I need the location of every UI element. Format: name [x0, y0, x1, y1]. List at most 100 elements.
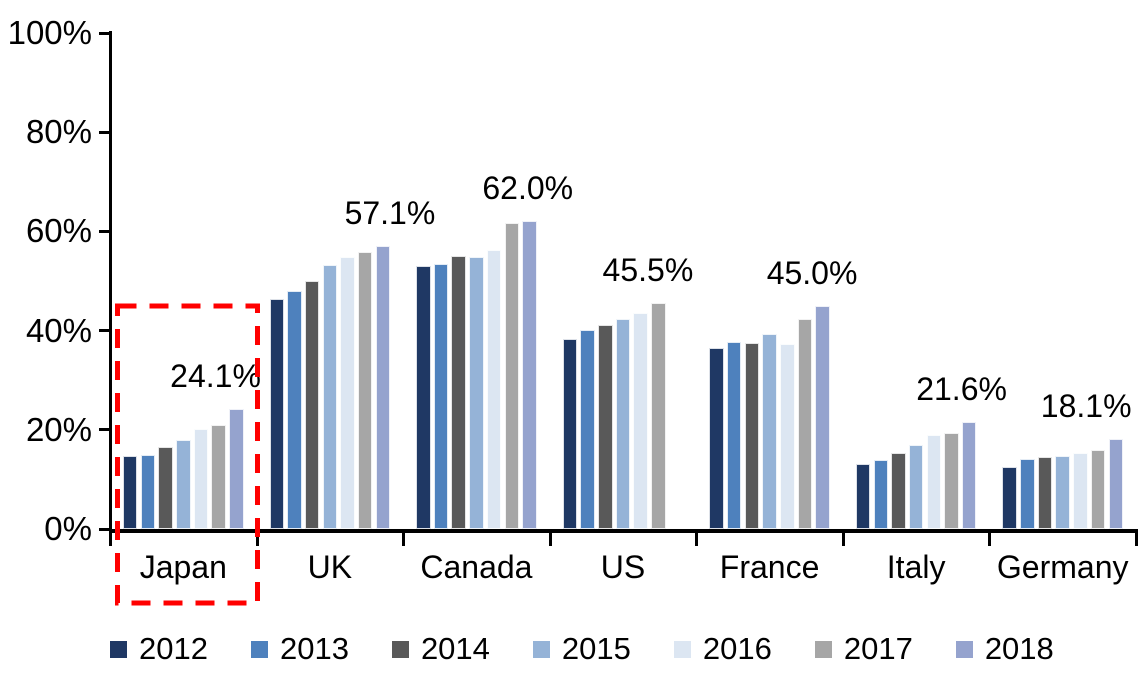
- data-label-us: 45.5%: [602, 252, 694, 289]
- bar-group-canada: [403, 33, 550, 529]
- bar-2014-germany: [1037, 457, 1053, 529]
- bar-2014-france: [744, 342, 760, 529]
- y-tick-mark: [99, 31, 111, 35]
- legend-item-2012: 2012: [110, 632, 208, 666]
- data-label-germany: 18.1%: [1040, 388, 1132, 425]
- bar-group-france: [696, 33, 843, 529]
- y-tick-label: 60%: [25, 212, 92, 250]
- bar-2013-uk: [287, 291, 302, 529]
- data-label-japan: 24.1%: [170, 358, 261, 395]
- data-label-uk: 57.1%: [344, 194, 436, 231]
- x-tick-mark: [1135, 529, 1138, 546]
- legend-swatch-2012: [110, 640, 127, 658]
- legend-label-2017: 2017: [843, 631, 913, 666]
- legend-item-2018: 2018: [955, 631, 1054, 666]
- bar-2012-france: [709, 347, 724, 529]
- y-tick-mark: [99, 130, 111, 134]
- bar-2018-france: [815, 305, 830, 529]
- y-tick-mark: [99, 527, 111, 531]
- bar-2013-canada: [433, 264, 449, 529]
- legend-label-2014: 2014: [420, 631, 490, 666]
- category-label-us: US: [600, 549, 646, 585]
- x-tick-mark: [255, 529, 259, 546]
- category-label-italy: Italy: [886, 549, 946, 585]
- bar-group-uk: [257, 33, 404, 529]
- bar-2014-canada: [451, 256, 466, 529]
- y-tick-mark: [99, 329, 111, 333]
- bar-2015-japan: [176, 439, 191, 529]
- bar-2016-us: [633, 312, 648, 529]
- legend-item-2015: 2015: [532, 631, 631, 666]
- category-label-japan: Japan: [139, 549, 227, 585]
- bar-2016-uk: [340, 256, 355, 529]
- y-tick-label: 0%: [44, 510, 92, 547]
- legend-item-2013: 2013: [250, 631, 349, 666]
- bar-2015-germany: [1055, 455, 1070, 529]
- bar-2015-france: [762, 333, 777, 529]
- bar-2017-uk: [357, 252, 373, 529]
- bar-2018-uk: [375, 245, 391, 529]
- legend-item-2016: 2016: [673, 631, 772, 666]
- bar-2012-germany: [1002, 467, 1017, 529]
- x-axis-line: [109, 529, 1136, 533]
- bar-2018-canada: [522, 221, 537, 529]
- legend-label-2012: 2012: [139, 631, 208, 666]
- data-label-canada: 62.0%: [482, 170, 574, 207]
- legend-swatch-2015: [532, 640, 550, 658]
- bar-2018-japan: [229, 409, 244, 529]
- bar-2014-japan: [158, 446, 173, 529]
- bar-2014-italy: [891, 452, 906, 529]
- x-tick-mark: [695, 529, 699, 546]
- legend-label-2013: 2013: [279, 631, 349, 666]
- bar-2014-us: [598, 324, 613, 529]
- bar-2013-germany: [1020, 459, 1035, 529]
- legend: 2012 2013 2014 2015 2016 2017 2018: [110, 632, 1054, 666]
- y-tick-label: 40%: [25, 311, 92, 349]
- y-tick-label: 80%: [25, 113, 92, 151]
- category-label-uk: UK: [307, 549, 353, 585]
- legend-swatch-2017: [814, 640, 832, 658]
- bar-2016-italy: [926, 434, 942, 529]
- bar-group-italy: [843, 33, 990, 529]
- bar-2016-france: [780, 343, 795, 529]
- bar-2017-italy: [944, 433, 959, 529]
- legend-label-2015: 2015: [561, 631, 631, 666]
- bar-2012-canada: [416, 265, 431, 529]
- bar-2012-us: [562, 339, 578, 529]
- bar-2017-france: [797, 318, 813, 529]
- bar-group-japan: [110, 33, 257, 529]
- x-tick-mark: [548, 529, 552, 546]
- bar-2017-germany: [1090, 450, 1106, 529]
- bar-2014-uk: [304, 281, 320, 529]
- bar-2016-germany: [1073, 452, 1088, 529]
- legend-label-2018: 2018: [984, 631, 1054, 666]
- data-label-italy: 21.6%: [916, 370, 1007, 407]
- bar-2013-japan: [140, 454, 156, 529]
- bar-group-us: [550, 33, 697, 529]
- x-tick-mark: [841, 529, 845, 546]
- bar-group-germany: [989, 33, 1136, 529]
- legend-item-2014: 2014: [391, 631, 490, 666]
- bar-2015-uk: [322, 264, 338, 529]
- category-label-germany: Germany: [996, 549, 1129, 585]
- bar-2015-us: [615, 318, 631, 529]
- y-axis-line: [109, 31, 112, 533]
- data-label-france: 45.0%: [766, 254, 858, 291]
- legend-label-2016: 2016: [702, 631, 772, 666]
- legend-swatch-2013: [250, 640, 268, 658]
- x-tick-mark: [402, 529, 406, 546]
- legend-swatch-2018: [955, 640, 973, 658]
- legend-swatch-2014: [391, 640, 409, 658]
- legend-item-2017: 2017: [814, 631, 913, 666]
- category-label-canada: Canada: [420, 549, 533, 585]
- bar-2016-japan: [193, 429, 209, 529]
- bar-2012-japan: [122, 455, 138, 529]
- bar-2013-france: [726, 342, 742, 529]
- legend-swatch-2016: [673, 640, 691, 658]
- bar-2017-us: [651, 303, 666, 529]
- bar-2016-canada: [486, 250, 502, 529]
- y-tick-label: 20%: [25, 410, 92, 448]
- bar-2018-italy: [961, 421, 977, 529]
- y-tick-mark: [99, 229, 111, 233]
